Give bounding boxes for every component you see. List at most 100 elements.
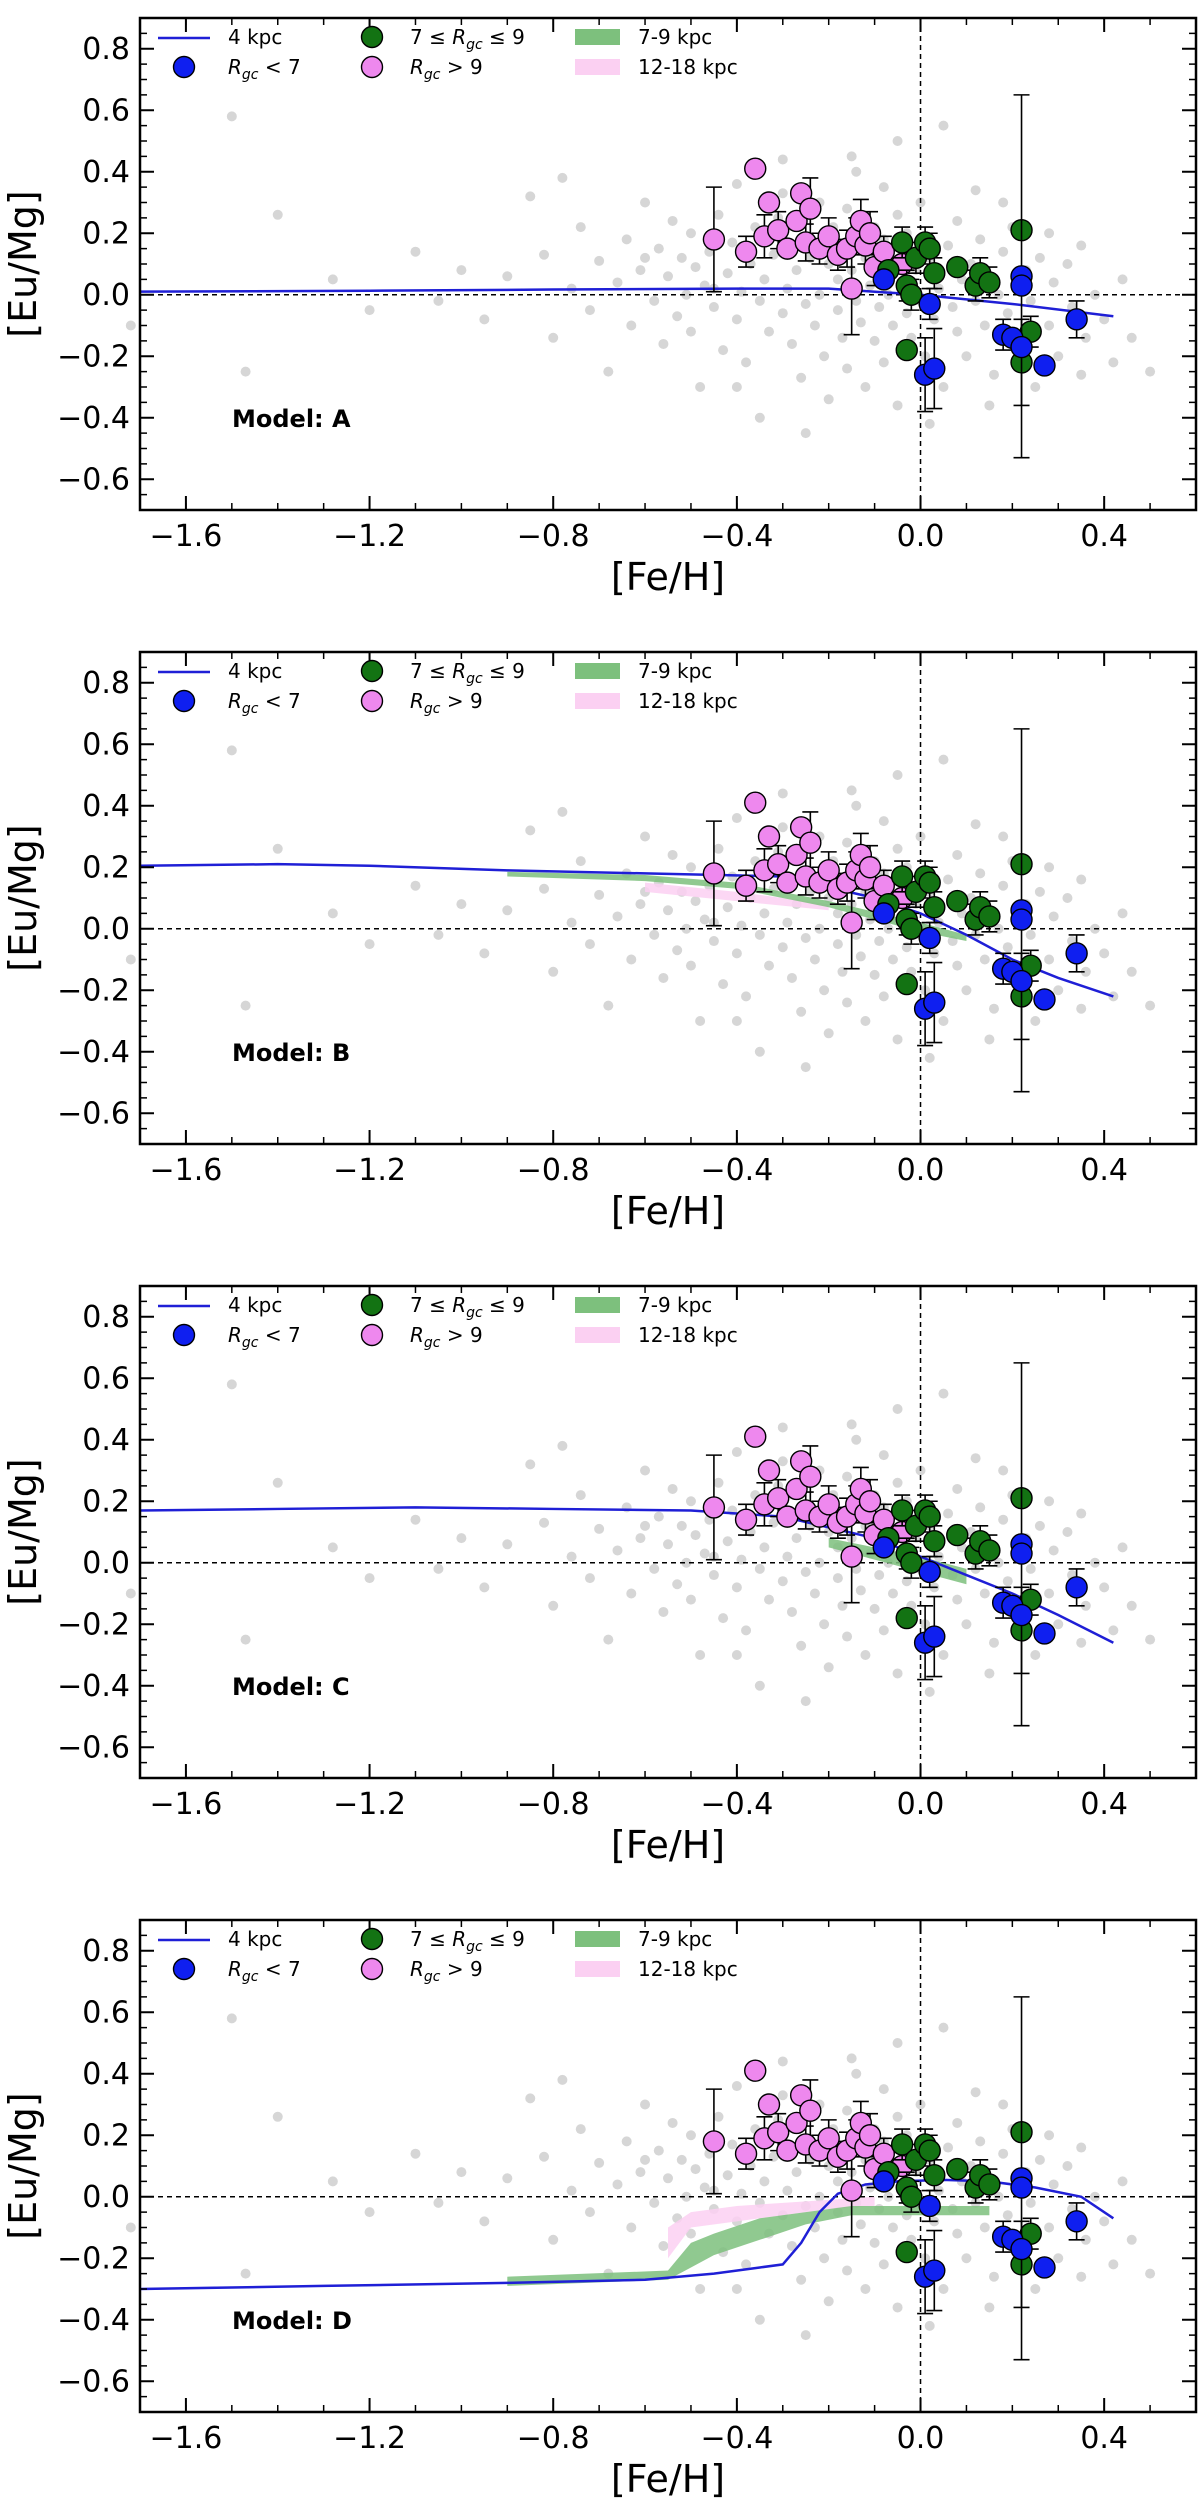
legend-label-line4: 4 kpc bbox=[228, 25, 282, 49]
plot-frame bbox=[138, 1284, 1198, 1780]
background-star bbox=[640, 831, 651, 842]
star-inner bbox=[1010, 908, 1033, 931]
background-star bbox=[1053, 351, 1064, 362]
legend-text-tail: ≤ 9 bbox=[483, 1927, 525, 1951]
legend-label-band79: 7-9 kpc bbox=[638, 1293, 712, 1317]
background-star bbox=[892, 136, 903, 146]
background-star bbox=[952, 326, 963, 337]
background-star bbox=[1048, 2179, 1059, 2190]
background-stars bbox=[125, 111, 1156, 439]
x-tick-label: −0.4 bbox=[700, 2421, 773, 2456]
background-star bbox=[502, 905, 513, 916]
background-star bbox=[713, 2111, 724, 2122]
background-star bbox=[878, 1625, 889, 1636]
background-star bbox=[1044, 320, 1055, 331]
background-star bbox=[979, 2222, 990, 2233]
legend-label-band1218: 12-18 kpc bbox=[638, 1957, 738, 1981]
legend-text-sub: gc bbox=[242, 701, 259, 717]
background-star bbox=[1030, 382, 1041, 392]
star-inner bbox=[918, 292, 941, 316]
x-axis: −1.6 −1.2 −0.8 −0.4 0.0 0.4 bbox=[149, 1920, 1151, 2456]
background-star bbox=[777, 154, 788, 165]
background-star bbox=[887, 954, 898, 965]
background-star bbox=[557, 806, 568, 817]
background-star bbox=[952, 2117, 963, 2128]
background-star bbox=[731, 813, 742, 824]
star-inner bbox=[923, 1625, 946, 1648]
background-star bbox=[722, 268, 733, 279]
background-star bbox=[690, 2164, 701, 2175]
background-star bbox=[479, 2216, 490, 2227]
background-star bbox=[575, 856, 586, 867]
background-star bbox=[975, 1502, 986, 1513]
background-star bbox=[722, 2170, 733, 2181]
background-star bbox=[777, 822, 788, 833]
legend-text-main: R bbox=[410, 1957, 424, 1981]
background-star bbox=[842, 837, 853, 848]
background-star bbox=[786, 1606, 797, 1617]
x-tick-label: −1.6 bbox=[149, 1787, 222, 1822]
background-star bbox=[892, 2111, 903, 2122]
background-star bbox=[1025, 2197, 1036, 2208]
background-star bbox=[548, 2234, 559, 2245]
band-12-18-kpc bbox=[645, 882, 829, 911]
background-star bbox=[1034, 2154, 1045, 2165]
background-star bbox=[1062, 1527, 1073, 1537]
background-star bbox=[846, 151, 857, 162]
background-star bbox=[676, 252, 687, 263]
legend-swatch-outer bbox=[360, 689, 384, 713]
background-star bbox=[961, 985, 972, 996]
background-star bbox=[855, 951, 866, 962]
background-star bbox=[754, 295, 765, 306]
legend-label-inner: Rgc < 7 bbox=[228, 689, 301, 717]
background-star bbox=[1044, 954, 1055, 965]
x-tick-label: −0.4 bbox=[700, 1153, 773, 1188]
background-star bbox=[1126, 1600, 1137, 1611]
background-star bbox=[685, 2130, 696, 2141]
background-star bbox=[938, 754, 949, 765]
background-star bbox=[685, 862, 696, 873]
background-star bbox=[621, 2136, 632, 2147]
background-star bbox=[1117, 274, 1128, 285]
background-star bbox=[796, 372, 807, 383]
background-star bbox=[800, 298, 811, 309]
legend-label-band1218: 12-18 kpc bbox=[638, 55, 738, 79]
background-star bbox=[612, 2179, 623, 2190]
star-mid bbox=[923, 2164, 946, 2187]
background-star bbox=[1044, 1588, 1055, 1599]
background-star bbox=[823, 394, 834, 405]
background-star bbox=[819, 351, 830, 362]
background-star bbox=[681, 923, 692, 934]
background-star bbox=[892, 2038, 903, 2048]
stars-inner bbox=[872, 728, 1088, 1093]
background-star bbox=[1044, 2130, 1055, 2141]
background-star bbox=[433, 295, 444, 306]
line-4-kpc bbox=[139, 287, 1114, 318]
star-mid bbox=[890, 231, 914, 254]
background-star bbox=[327, 1542, 338, 1553]
legend-text-sub: gc bbox=[424, 67, 441, 83]
background-star bbox=[1080, 332, 1091, 343]
background-star bbox=[782, 1551, 793, 1562]
background-star bbox=[998, 2148, 1009, 2159]
star-outer bbox=[757, 2093, 781, 2116]
star-inner bbox=[1010, 335, 1033, 359]
star-inner bbox=[1065, 1576, 1088, 1599]
y-tick-label: 0.0 bbox=[82, 2180, 130, 2215]
legend-text-tail: > 9 bbox=[441, 55, 483, 79]
background-star bbox=[685, 1594, 696, 1605]
background-star bbox=[731, 1650, 742, 1660]
background-star bbox=[800, 1566, 811, 1577]
background-star bbox=[690, 896, 701, 907]
background-star bbox=[456, 899, 467, 910]
background-star bbox=[502, 271, 513, 282]
background-star bbox=[764, 960, 775, 971]
background-star bbox=[364, 305, 375, 316]
background-star bbox=[649, 929, 660, 940]
background-stars bbox=[125, 2013, 1156, 2341]
star-mid bbox=[900, 2185, 923, 2208]
y-tick-label: −0.6 bbox=[57, 1096, 130, 1131]
background-star bbox=[938, 2284, 949, 2294]
x-tick-label: −0.4 bbox=[700, 519, 773, 554]
